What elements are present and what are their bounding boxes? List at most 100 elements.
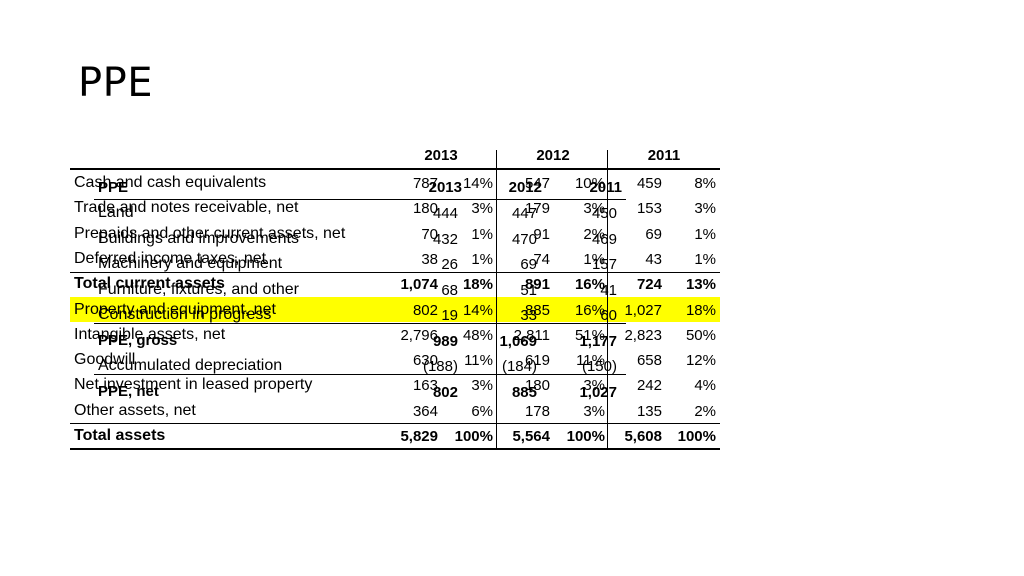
ppe-subtotal-rule	[94, 323, 626, 324]
bs-table-row: Trade and notes receivable, net 180 3% 179 3…	[70, 195, 720, 220]
bs-value-cell: 180	[412, 200, 438, 218]
ppe-row-label: PPE, gross	[98, 331, 178, 349]
bs-table-row: Total assets 5,829 100% 5,564 100% 5,608 100%	[70, 423, 720, 448]
ppe-value-cell: (184)	[501, 358, 537, 375]
bs-value-cell: 1,027	[624, 301, 662, 319]
bs-table-row: Prepaids and other current assets, net 70…	[70, 221, 720, 246]
ppe-value-cell: 41	[600, 281, 617, 299]
bs-value-cell: 179	[524, 200, 550, 218]
ppe-value-cell: 450	[591, 205, 617, 222]
bs-table-row: Total current assets 1,074 18% 891 16% 724 13%	[70, 271, 720, 296]
ppe-value-cell: 68	[441, 281, 458, 299]
ppe-year-header: 2013	[428, 179, 462, 196]
ppe-year-header: 2012	[508, 179, 542, 196]
bs-percent-cell: 100%	[566, 428, 605, 445]
bs-percent-cell: 50%	[685, 326, 716, 344]
ppe-value-cell: 1,069	[499, 332, 537, 350]
ppe-value-cell: 51	[520, 281, 537, 299]
bs-value-cell: 630	[412, 352, 438, 370]
bs-year-header: 2011	[647, 147, 681, 164]
ppe-table-title: PPE	[98, 179, 129, 196]
bs-percent-cell: 6%	[471, 402, 493, 420]
ppe-value-cell: 885	[511, 383, 537, 401]
ppe-row-label: Furniture, fixtures, and other	[98, 280, 299, 298]
bs-value-cell: 135	[636, 402, 662, 420]
bs-percent-cell: 12%	[685, 352, 716, 370]
ppe-year-header: 2011	[589, 179, 622, 196]
bs-row-label: Prepaids and other current assets, net	[74, 224, 346, 242]
bs-percent-cell: 3%	[583, 377, 605, 395]
ppe-value-cell: 989	[432, 332, 458, 350]
ppe-value-cell: 26	[441, 256, 458, 273]
ppe-value-cell: 469	[591, 230, 617, 248]
bs-value-cell: 658	[636, 352, 662, 370]
bs-percent-cell: 3%	[583, 200, 605, 218]
bs-value-cell: 547	[524, 175, 550, 192]
ppe-row-label: PPE, net	[98, 382, 159, 400]
bs-bottom-rule	[70, 448, 720, 450]
bs-percent-cell: 1%	[471, 250, 493, 268]
bs-row-label: Property and equipment, net	[74, 300, 276, 318]
bs-value-cell: 787	[412, 175, 438, 192]
bs-value-cell: 38	[421, 250, 438, 268]
bs-row-highlighted: Property and equipment, net 802 14% 885 16% 1…	[70, 296, 720, 322]
ppe-value-cell: 802	[432, 383, 458, 401]
bs-percent-cell: 2%	[694, 402, 716, 420]
ppe-value-cell: 157	[591, 256, 617, 273]
bs-value-cell: 2,796	[400, 326, 438, 344]
bs-row-label: Cash and cash equivalents	[74, 174, 267, 191]
bs-row-label: Net investment in leased property	[74, 376, 313, 394]
bs-value-cell: 242	[636, 377, 662, 395]
bs-value-cell: 1,074	[400, 276, 438, 294]
bs-value-cell: 724	[636, 276, 662, 294]
ppe-value-cell: 69	[520, 256, 537, 273]
bs-percent-cell: 3%	[471, 377, 493, 395]
ppe-row-label: Machinery and equipment	[98, 255, 283, 272]
bs-percent-cell: 14%	[462, 175, 493, 192]
ppe-value-cell: (188)	[422, 358, 458, 375]
ppe-row-label: Land	[98, 204, 134, 221]
ppe-value-cell: 60	[600, 307, 617, 324]
bs-year-header: 2012	[536, 147, 570, 164]
bs-value-cell: 180	[524, 377, 550, 395]
bs-row-label: Deferred income taxes, net	[74, 249, 267, 267]
bs-value-cell: 802	[412, 301, 438, 319]
ppe-value-cell: 470	[511, 230, 537, 248]
bs-value-cell: 885	[524, 301, 550, 319]
ppe-value-cell: 33	[520, 307, 537, 324]
bs-percent-cell: 1%	[583, 250, 605, 268]
bs-percent-cell: 10%	[574, 175, 605, 192]
bs-row-label: Intangible assets, net	[74, 325, 226, 343]
bs-percent-cell: 100%	[677, 428, 716, 445]
ppe-net-rule	[94, 374, 626, 375]
bs-value-cell: 69	[645, 225, 662, 243]
bs-table-row: Goodwill 630 11% 619 11% 658 12%	[70, 347, 720, 372]
bs-value-cell: 163	[412, 377, 438, 395]
bs-table-row: Other assets, net 364 6% 178 3% 135 2%	[70, 398, 720, 423]
bs-percent-cell: 16%	[574, 276, 605, 294]
bs-value-cell: 891	[524, 276, 550, 294]
bs-value-cell: 2,823	[624, 326, 662, 344]
bs-percent-cell: 4%	[694, 377, 716, 395]
bs-percent-cell: 3%	[471, 200, 493, 218]
ppe-value-cell: (150)	[581, 358, 617, 375]
bs-percent-cell: 3%	[583, 402, 605, 420]
bs-year-header: 2013	[424, 147, 458, 164]
bs-percent-cell: 11%	[576, 352, 605, 370]
bs-percent-cell: 13%	[685, 276, 716, 294]
bs-header-rule	[70, 168, 720, 170]
bs-percent-cell: 14%	[462, 301, 493, 319]
bs-percent-cell: 18%	[462, 276, 493, 294]
ppe-value-cell: 1,177	[579, 332, 617, 350]
bs-percent-cell: 16%	[574, 301, 605, 319]
bs-value-cell: 5,608	[624, 428, 662, 445]
bs-table-row: Deferred income taxes, net 38 1% 74 1% 43 1%	[70, 246, 720, 271]
bs-value-cell: 43	[645, 250, 662, 268]
bs-row-label: Total current assets	[74, 275, 225, 293]
slide-title: PPE	[78, 60, 154, 106]
bs-value-cell: 2,811	[513, 326, 550, 344]
bs-percent-cell: 51%	[574, 326, 605, 344]
bs-column-divider	[496, 150, 497, 449]
